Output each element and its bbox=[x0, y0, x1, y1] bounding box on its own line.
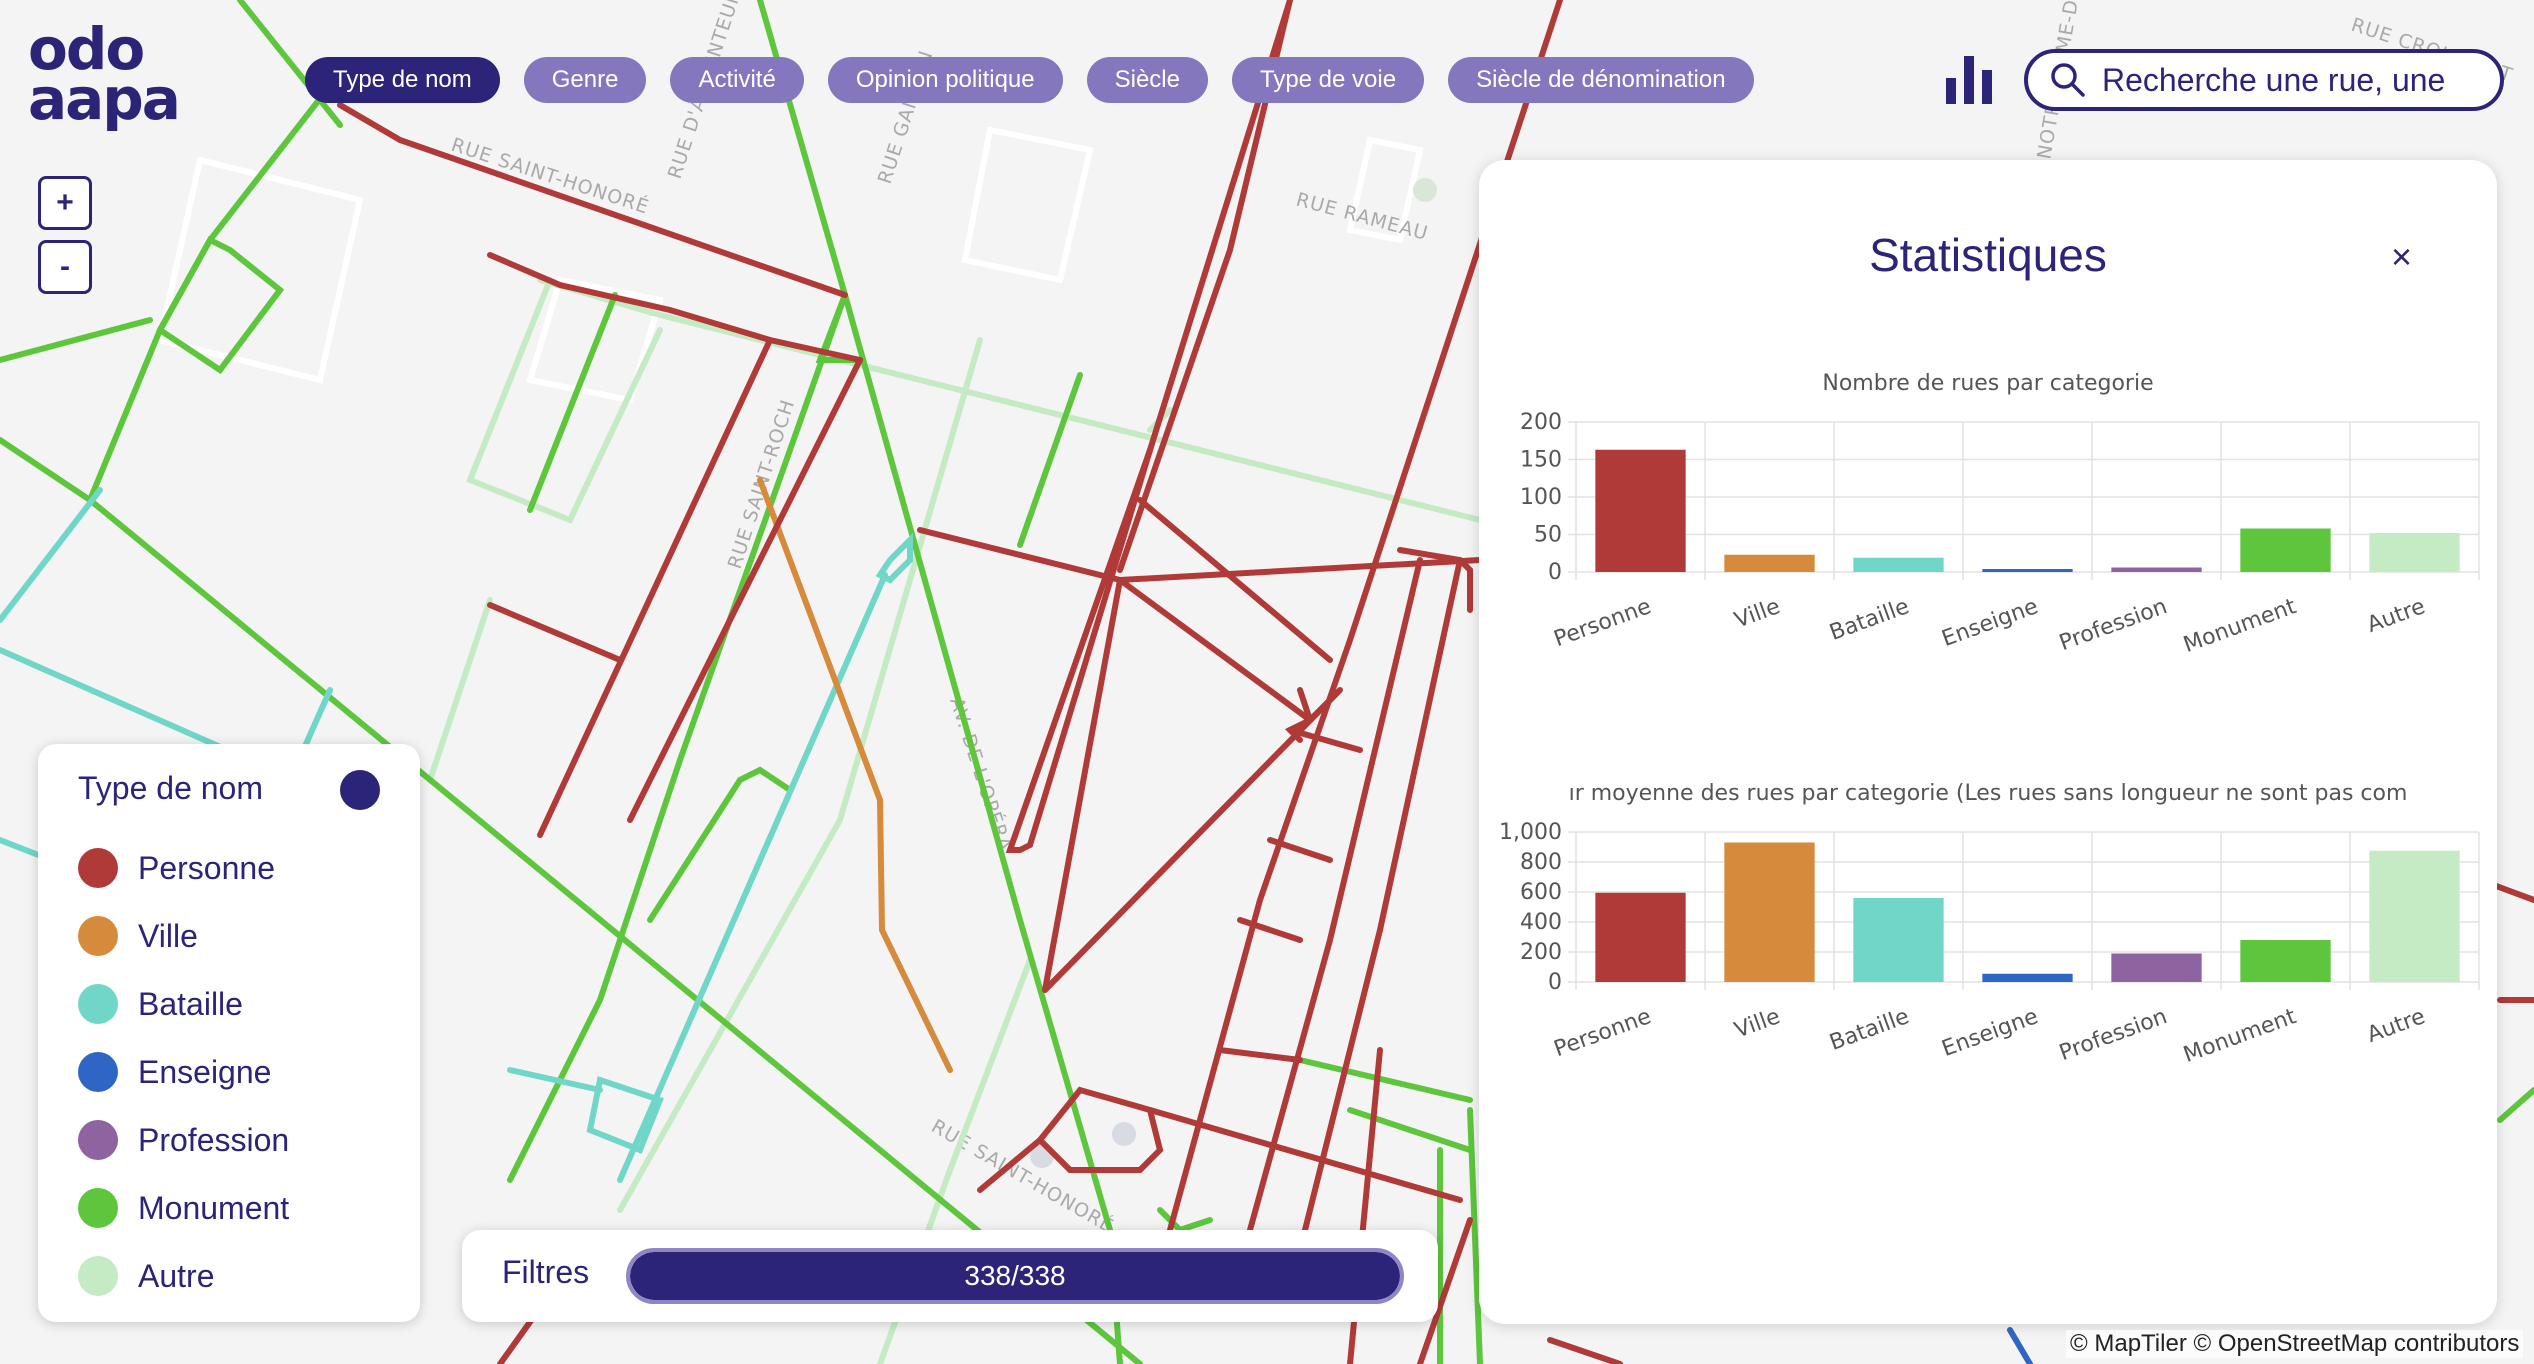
bar-ville[interactable] bbox=[1724, 554, 1815, 572]
y-tick-label: 0 bbox=[1548, 560, 1562, 585]
x-tick-label: Enseigne bbox=[1939, 1004, 2042, 1062]
bar-autre[interactable] bbox=[2369, 533, 2460, 572]
legend-label: Enseigne bbox=[138, 1053, 272, 1090]
x-tick-label: Monument bbox=[2180, 1004, 2300, 1068]
legend-label: Profession bbox=[138, 1121, 290, 1158]
filter-tabs: Type de nom Genre Activité Opinion polit… bbox=[305, 57, 1754, 103]
tab-type-de-nom[interactable]: Type de nom bbox=[305, 57, 500, 103]
x-tick-label: Personne bbox=[1551, 1004, 1655, 1062]
legend-swatch bbox=[78, 1256, 118, 1296]
x-tick-label: Enseigne bbox=[1939, 594, 2042, 652]
tab-opinion-politique[interactable]: Opinion politique bbox=[827, 57, 1063, 103]
y-tick-label: 400 bbox=[1520, 910, 1562, 935]
y-tick-label: 200 bbox=[1520, 410, 1562, 435]
x-tick-label: Personne bbox=[1551, 594, 1655, 652]
bar-bataille[interactable] bbox=[1853, 898, 1944, 982]
y-tick-label: 100 bbox=[1520, 485, 1562, 510]
zoom-out-button[interactable]: - bbox=[38, 240, 92, 294]
bar-profession[interactable] bbox=[2111, 953, 2202, 983]
y-tick-label: 1,000 bbox=[1499, 820, 1562, 845]
legend-swatch bbox=[78, 1188, 118, 1228]
zoom-in-button[interactable]: + bbox=[38, 176, 92, 230]
y-tick-label: 800 bbox=[1520, 850, 1562, 875]
bar-enseigne[interactable] bbox=[1982, 973, 2073, 982]
legend-item-ville[interactable]: Ville bbox=[78, 916, 198, 956]
bar-enseigne[interactable] bbox=[1982, 569, 2073, 572]
x-tick-label: Bataille bbox=[1826, 1004, 1912, 1056]
chart-count-by-category: Nombre de rues par categorie 0 50 100 150 200… bbox=[1520, 371, 2480, 658]
close-button[interactable]: × bbox=[2391, 236, 2413, 277]
x-tick-label: Profession bbox=[2056, 1004, 2170, 1066]
legend-title: Type de nom bbox=[78, 770, 263, 806]
tab-activite[interactable]: Activité bbox=[670, 57, 804, 103]
search-input[interactable] bbox=[2100, 60, 2494, 100]
y-tick-label: 50 bbox=[1534, 523, 1562, 548]
y-tick-label: 150 bbox=[1520, 448, 1562, 473]
x-tick-label: Autre bbox=[2364, 1004, 2429, 1048]
search-box[interactable] bbox=[2024, 49, 2504, 111]
legend-label: Monument bbox=[138, 1189, 290, 1226]
bar-bataille[interactable] bbox=[1853, 557, 1944, 572]
tab-type-de-voie[interactable]: Type de voie bbox=[1231, 57, 1425, 103]
x-tick-label: Bataille bbox=[1826, 594, 1912, 646]
x-tick-label: Ville bbox=[1731, 594, 1783, 633]
tab-siecle[interactable]: Siècle bbox=[1086, 57, 1208, 103]
bar-ville[interactable] bbox=[1724, 842, 1815, 983]
tab-genre[interactable]: Genre bbox=[523, 57, 647, 103]
legend-swatch bbox=[78, 1120, 118, 1160]
legend-item-monument[interactable]: Monument bbox=[78, 1188, 289, 1228]
legend-swatch bbox=[78, 1052, 118, 1092]
search-icon bbox=[2051, 63, 2085, 97]
bar-chart-icon[interactable] bbox=[1944, 54, 1996, 104]
filters-range-slider[interactable]: 338/338 bbox=[626, 1248, 1404, 1304]
filters-label: Filtres bbox=[502, 1254, 590, 1290]
legend-label: Personne bbox=[138, 849, 275, 886]
legend-item-profession[interactable]: Profession bbox=[78, 1120, 289, 1160]
y-tick-label: 600 bbox=[1520, 880, 1562, 905]
odoaapa-logo[interactable]: odo aapa bbox=[28, 15, 181, 133]
chart-average-length-by-category: ır moyenne des rues par categorie (Les r… bbox=[1499, 781, 2480, 1068]
statistics-panel: Statistiques × Nombre de rues par catego… bbox=[1479, 160, 2497, 1324]
bar-monument[interactable] bbox=[2240, 940, 2331, 982]
x-tick-label: Profession bbox=[2056, 594, 2170, 656]
legend-swatch bbox=[78, 984, 118, 1024]
bar-personne[interactable] bbox=[1595, 892, 1686, 982]
bar-autre[interactable] bbox=[2369, 850, 2460, 982]
y-tick-label: 200 bbox=[1520, 940, 1562, 965]
bar-monument[interactable] bbox=[2240, 528, 2331, 573]
chart-title: ır moyenne des rues par categorie (Les r… bbox=[1569, 781, 2408, 806]
tab-siecle-de-denomination[interactable]: Siècle de dénomination bbox=[1448, 57, 1754, 103]
legend-swatch bbox=[78, 848, 118, 888]
bar-profession[interactable] bbox=[2111, 567, 2202, 573]
legend-toggle[interactable] bbox=[340, 770, 380, 810]
legend-label: Autre bbox=[138, 1257, 215, 1294]
filters-panel: Filtres 338/338 bbox=[462, 1230, 1438, 1322]
filters-count: 338/338 bbox=[964, 1260, 1066, 1291]
chart-title: Nombre de rues par categorie bbox=[1822, 371, 2153, 396]
legend-label: Ville bbox=[138, 917, 198, 954]
filters-range-fill bbox=[630, 1252, 1400, 1300]
y-tick-label: 0 bbox=[1548, 970, 1562, 995]
map-attribution: © MapTiler © OpenStreetMap contributors bbox=[2066, 1330, 2524, 1358]
legend-item-bataille[interactable]: Bataille bbox=[78, 984, 243, 1024]
legend-panel: Type de nom Personne Ville Bataille Ense… bbox=[38, 744, 420, 1322]
x-tick-label: Monument bbox=[2180, 594, 2300, 658]
statistics-title: Statistiques bbox=[1869, 229, 2107, 281]
bar-personne[interactable] bbox=[1595, 449, 1686, 572]
legend-item-personne[interactable]: Personne bbox=[78, 848, 275, 888]
x-tick-label: Ville bbox=[1731, 1004, 1783, 1043]
legend-swatch bbox=[78, 916, 118, 956]
legend-item-autre[interactable]: Autre bbox=[78, 1256, 214, 1296]
x-tick-label: Autre bbox=[2364, 594, 2429, 638]
legend-item-enseigne[interactable]: Enseigne bbox=[78, 1052, 271, 1092]
legend-label: Bataille bbox=[138, 985, 243, 1022]
